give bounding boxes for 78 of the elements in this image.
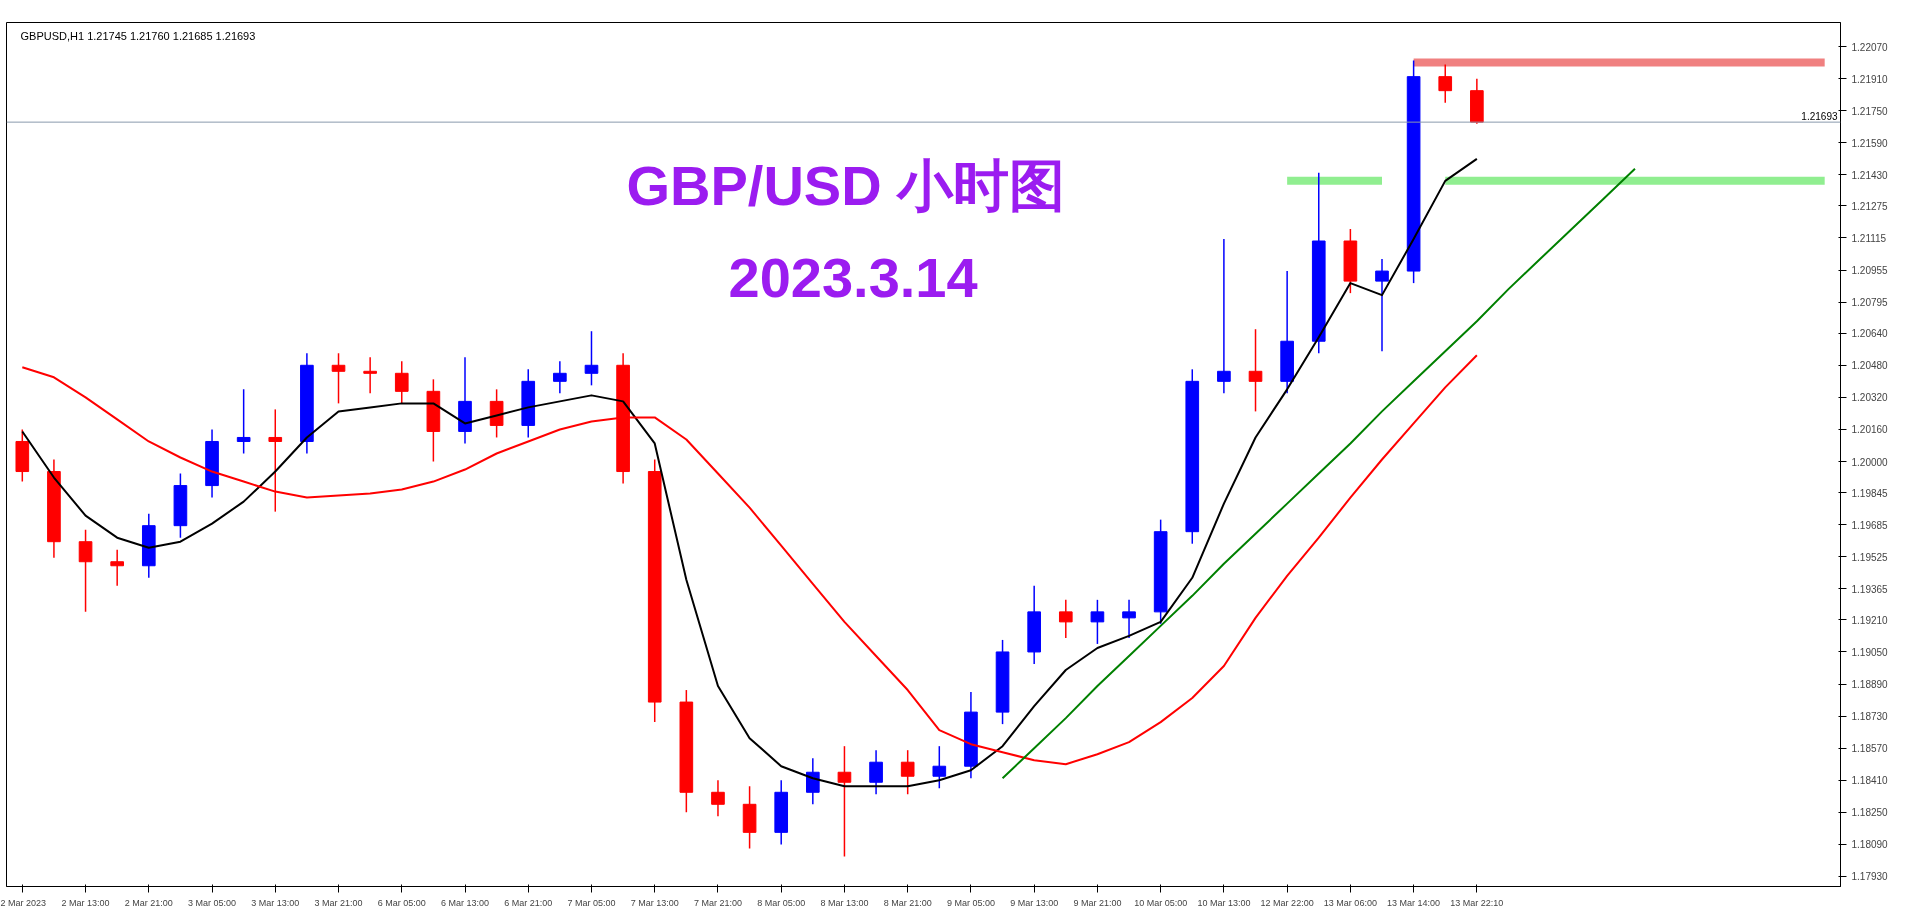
x-tick-label: 12 Mar 22:00 [1260, 897, 1314, 908]
y-tick-label: 1.19525 [1851, 551, 1889, 563]
y-tick-label: 1.20000 [1851, 456, 1889, 468]
y-tick-label: 1.18410 [1851, 775, 1889, 787]
y-tick-label: 1.18890 [1851, 679, 1889, 691]
candlestick [900, 749, 915, 796]
x-tick-label: 3 Mar 21:00 [314, 897, 363, 908]
x-tick-label: 6 Mar 13:00 [440, 897, 490, 908]
x-tick-label: 13 Mar 22:10 [1450, 897, 1504, 908]
y-tick-label: 1.21750 [1851, 105, 1889, 117]
x-tick-label: 8 Mar 21:00 [883, 897, 932, 908]
x-tick-label: 9 Mar 13:00 [1010, 897, 1059, 908]
x-tick-label: 3 Mar 05:00 [188, 897, 237, 908]
ref-line-label: 1.21693 [1801, 111, 1838, 123]
x-tick-label: 8 Mar 13:00 [820, 897, 869, 908]
x-tick-label: 10 Mar 13:00 [1197, 897, 1251, 908]
candlestick [553, 360, 567, 395]
x-tick-label: 7 Mar 13:00 [630, 897, 679, 908]
y-tick-label: 1.21115 [1851, 233, 1887, 244]
y-tick-label: 1.18570 [1851, 743, 1889, 755]
y-tick-label: 1.17930 [1851, 871, 1889, 883]
y-tick-label: 1.18250 [1851, 807, 1889, 819]
annotation: GBPUSD,H1 1.21745 1.21760 1.21685 1.21693 [20, 29, 256, 42]
y-tick-label: 1.19050 [1851, 646, 1889, 658]
y-tick-label: 1.19685 [1851, 519, 1889, 531]
y-tick-label: 1.19845 [1851, 487, 1889, 499]
candlestick [1248, 328, 1263, 413]
y-tick-label: 1.20480 [1851, 360, 1889, 372]
y-tick-label: 1.21430 [1851, 169, 1889, 181]
candlestick [268, 408, 283, 513]
x-tick-label: 8 Mar 05:00 [757, 897, 806, 908]
x-tick-label: 9 Mar 05:00 [946, 897, 995, 908]
text: GBP/USD 小时图 [626, 153, 1066, 217]
line-series [21, 354, 1478, 766]
y-tick-label: 1.20955 [1851, 265, 1889, 277]
candlestick [78, 528, 93, 613]
candlestick [236, 388, 251, 455]
candlestick [1438, 63, 1453, 104]
x-tick-label: 6 Mar 05:00 [377, 897, 426, 908]
candlestick [331, 352, 346, 405]
y-tick-label: 1.20160 [1851, 424, 1889, 436]
x-tick-label: 3 Mar 13:00 [251, 897, 300, 908]
x-tick-label: 9 Mar 21:00 [1073, 897, 1122, 908]
y-tick-label: 1.19365 [1851, 583, 1889, 595]
x-tick-label: 10 Mar 05:00 [1134, 897, 1188, 908]
y-tick-label: 1.19210 [1851, 614, 1889, 626]
candlestick [932, 745, 947, 790]
candlestick [1122, 599, 1136, 639]
candlestick [806, 757, 820, 806]
y-tick-label: 1.21275 [1851, 200, 1889, 212]
candlestick [1058, 599, 1073, 639]
text: 2023.3.14 [728, 245, 978, 309]
x-tick-label: 2 Mar 21:00 [124, 897, 173, 908]
y-tick-label: 1.20640 [1851, 328, 1889, 340]
x-tick-label: 6 Mar 21:00 [504, 897, 553, 908]
x-tick-label: 7 Mar 05:00 [567, 897, 616, 908]
candlestick [363, 356, 377, 395]
x-tick-label: 7 Mar 21:00 [693, 897, 742, 908]
x-tick-label: 2 Mar 13:00 [61, 897, 110, 908]
y-tick-label: 1.22070 [1851, 41, 1889, 53]
candlestick [869, 749, 883, 796]
candlestick [1217, 238, 1231, 395]
candlestick [711, 779, 725, 818]
y-tick-label: 1.20320 [1851, 392, 1889, 404]
x-tick-label: 2 Mar 2023 [0, 897, 47, 908]
y-tick-label: 1.18730 [1851, 711, 1889, 723]
x-tick-label: 13 Mar 14:00 [1387, 897, 1441, 908]
candlestick [837, 745, 852, 858]
candlestick [1090, 599, 1105, 645]
candlestick [110, 548, 124, 587]
y-tick-label: 1.20795 [1851, 297, 1889, 309]
candlestick [394, 360, 409, 405]
y-tick-label: 1.21590 [1851, 137, 1889, 149]
x-tick-label: 13 Mar 06:00 [1323, 897, 1377, 908]
candlestick [1375, 258, 1389, 353]
y-tick-label: 1.21910 [1851, 73, 1889, 85]
y-tick-label: 1.18090 [1851, 839, 1889, 851]
candlestick [584, 330, 599, 387]
